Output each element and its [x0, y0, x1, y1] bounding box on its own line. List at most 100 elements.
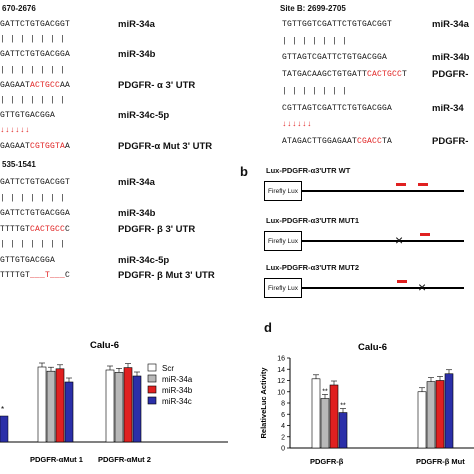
site-a-header: 670-2676 — [2, 4, 36, 13]
block-c-seq-row: | | | | | | | — [0, 194, 65, 203]
block-a-row-label: miR-34a — [118, 19, 155, 30]
bar-chart-d: Calu-6 0 2 4 6 8 10 12 14 16 RelativeLuc Activity P… — [259, 342, 474, 466]
seq-fragment: AA — [60, 80, 71, 90]
block-c-seq-row: GATTCTGTGACGGT — [0, 178, 70, 187]
bar — [37, 366, 47, 443]
seq-fragment: CACTGCC — [30, 224, 66, 234]
bar — [55, 368, 65, 443]
construct-title: Lux-PDGFR-α3'UTR MUT1 — [266, 216, 360, 225]
block-a-seq-row: | | | | | | | — [0, 96, 65, 105]
seq-fragment: GTTGTGACGGA — [0, 111, 56, 121]
block-b-row-label: miR-34b — [432, 52, 470, 64]
seq-fragment: | | | | | | | — [282, 36, 348, 46]
seq-fragment: ↓↓↓↓↓↓ — [0, 126, 31, 136]
mutated-site-icon: × — [418, 279, 427, 295]
y-tick-label: 6 — [281, 412, 285, 419]
seq-fragment: TTTTGT — [0, 224, 31, 234]
binding-site-mark — [397, 280, 407, 283]
block-a-row-label: PDGFR-α Mut 3' UTR — [118, 140, 213, 152]
seq-fragment: TATGACAAGCTGTGATT — [282, 70, 368, 80]
firefly-lux-box: Firefly Lux — [264, 278, 302, 298]
legend-label: Scr — [162, 364, 174, 373]
site-c-header: 535-1541 — [2, 160, 36, 169]
block-c-row-label: miR-34a — [118, 177, 155, 188]
utr-line — [264, 190, 464, 192]
seq-fragment: GTTGTGACGGA — [0, 255, 56, 265]
legend-label: miR-34b — [162, 386, 193, 395]
seq-fragment: TTTTGT — [0, 271, 31, 280]
chart-title: Calu-6 — [358, 342, 387, 353]
firefly-lux-box: Firefly Lux — [264, 231, 302, 251]
bar — [338, 412, 348, 449]
seq-fragment: GATTCTGTGACGGT — [0, 20, 71, 29]
block-a-seq-row: GATTCTGTGACGGT — [0, 20, 70, 29]
legend-label: miR-34c — [162, 397, 192, 406]
category-label: PDGFR-αMut 1 — [30, 455, 83, 464]
binding-site-mark — [420, 233, 430, 236]
panel-b-letter: b — [240, 164, 248, 179]
block-b-seq-row: | | | | | | | — [282, 37, 347, 46]
seq-fragment: GTTAGTCGATTCTGTGACGGA — [282, 53, 388, 63]
y-tick-label: 4 — [281, 423, 285, 430]
seq-fragment: GATTCTGTGACGGA — [0, 50, 71, 60]
block-a-seq-row: GAGAATACTGCCAA — [0, 81, 70, 90]
utr-line — [264, 240, 464, 242]
y-tick-label: 10 — [277, 389, 285, 396]
seq-fragment: CGTGGTA — [30, 141, 66, 151]
legend-swatch — [147, 385, 157, 394]
seq-fragment: GATTCTGTGACGGT — [0, 178, 71, 187]
seq-fragment: C — [65, 224, 71, 234]
seq-fragment: CACTGCC — [367, 70, 403, 80]
chart-title: Calu-6 — [90, 340, 119, 351]
block-c-seq-row: | | | | | | | — [0, 240, 65, 249]
bar — [64, 381, 74, 443]
block-c-seq-row: TTTTGT___T___C — [0, 271, 70, 280]
seq-fragment: GATTCTGTGACGGA — [0, 209, 71, 218]
bar — [114, 372, 124, 443]
block-a-row-label: miR-34c-5p — [118, 110, 170, 122]
block-a-seq-row: GATTCTGTGACGGA — [0, 50, 70, 59]
block-a-seq-row: | | | | | | | — [0, 66, 65, 75]
category-label: PDGFR-β — [310, 457, 344, 466]
legend-swatch — [147, 363, 157, 372]
y-tick-label: 8 — [281, 401, 285, 408]
block-a-seq-row: | | | | | | | — [0, 35, 65, 44]
y-tick-label: 12 — [277, 378, 285, 385]
block-b-seq-row: ↓↓↓↓↓↓ — [282, 120, 312, 129]
block-a-row-label: PDGFR- α 3' UTR — [118, 79, 196, 91]
y-tick-label: 16 — [277, 356, 285, 363]
seq-fragment: ___T___ — [30, 271, 66, 280]
block-b-row-label: PDGFR- — [432, 135, 469, 147]
utr-line — [264, 287, 464, 289]
seq-fragment: GAGAAT — [0, 80, 31, 90]
bar — [132, 375, 142, 443]
block-b-seq-row: TATGACAAGCTGTGATTCACTGCCT — [282, 70, 407, 79]
seq-fragment: | | | | | | | — [0, 96, 66, 105]
binding-site-mark — [396, 183, 406, 186]
significance-label: ** — [322, 389, 328, 396]
block-c-row-label: miR-34b — [118, 208, 156, 219]
bar — [417, 391, 427, 449]
significance-label: ** — [340, 403, 346, 410]
bar — [329, 384, 339, 449]
construct-title: Lux-PDGFR-α3'UTR MUT2 — [266, 263, 360, 272]
block-b-seq-row: | | | | | | | — [282, 87, 347, 96]
seq-fragment: CGACC — [357, 136, 383, 146]
block-b-row-label: PDGFR- — [432, 69, 469, 81]
block-a-seq-row: GAGAATCGTGGTAA — [0, 142, 70, 151]
y-tick-label: 2 — [281, 434, 285, 441]
block-c-row-label: PDGFR- β Mut 3' UTR — [118, 270, 215, 281]
seq-fragment: ATAGACTTGGAGAAT — [282, 136, 358, 146]
bar — [320, 398, 330, 449]
legend-swatch — [147, 396, 157, 405]
seq-fragment: | | | | | | | — [0, 193, 66, 203]
construct-title: Lux-PDGFR-α3'UTR WT — [266, 166, 351, 175]
block-c-seq-row: TTTTGTCACTGCCC — [0, 225, 70, 234]
firefly-lux-box: Firefly Lux — [264, 181, 302, 201]
block-b-seq-row: GTTAGTCGATTCTGTGACGGA — [282, 53, 387, 62]
y-tick-label: 0 — [281, 446, 285, 453]
seq-fragment: ↓↓↓↓↓↓ — [282, 120, 313, 130]
bar-partial — [0, 415, 9, 443]
block-c-seq-row: GTTGTGACGGA — [0, 256, 55, 265]
seq-fragment: | | | | | | | — [0, 35, 66, 45]
